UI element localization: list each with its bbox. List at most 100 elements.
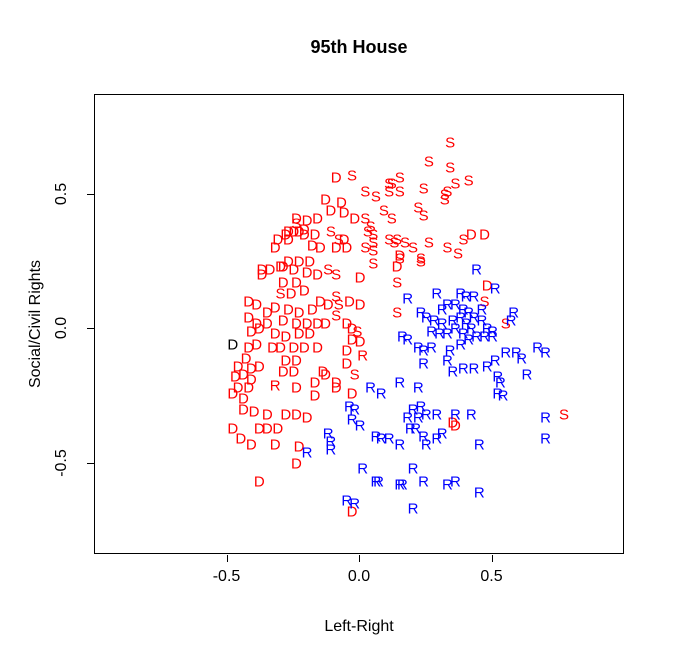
- data-point-S-red: S: [423, 153, 434, 171]
- data-point-D-red: D: [253, 420, 265, 438]
- data-point-R-blue: R: [415, 304, 427, 322]
- data-point-S-red: S: [362, 223, 373, 241]
- data-point-D-red: D: [325, 202, 337, 220]
- data-point-R-blue: R: [468, 360, 480, 378]
- data-point-S-red: S: [331, 307, 342, 325]
- data-point-R-blue: R: [455, 336, 467, 354]
- data-point-R-blue: R: [420, 436, 432, 454]
- data-point-S-red: S: [368, 255, 379, 273]
- data-point-S-red: S: [445, 159, 456, 177]
- data-point-D-red: D: [267, 339, 278, 357]
- data-point-S-red: S: [360, 183, 371, 201]
- data-point-D-red: D: [330, 379, 342, 397]
- data-point-D-red: D: [481, 277, 493, 295]
- data-point-D-red: D: [256, 261, 268, 279]
- data-point-D-red: D: [293, 223, 305, 241]
- data-point-R-blue: R: [407, 460, 419, 478]
- data-point-R-blue: R: [357, 460, 369, 478]
- data-point-D-red: D: [245, 323, 257, 341]
- data-point-R-blue: R: [479, 328, 490, 346]
- data-point-S-red: S: [442, 183, 453, 201]
- data-point-R-blue: R: [487, 323, 498, 341]
- data-point-D-red: D: [283, 301, 294, 319]
- data-point-R-blue: R: [540, 409, 551, 427]
- data-point-D-red: D: [391, 258, 403, 276]
- data-point-D-red: D: [309, 387, 321, 405]
- data-point-R-blue: R: [431, 406, 443, 424]
- data-point-R-blue: R: [460, 315, 472, 333]
- data-point-D-red: D: [301, 409, 313, 427]
- data-point-D-red: D: [354, 333, 366, 351]
- data-point-D-red: D: [264, 261, 276, 279]
- data-point-R-blue: R: [489, 280, 501, 298]
- data-point-D-red: D: [298, 282, 310, 300]
- data-point-D-red: D: [290, 352, 302, 370]
- data-point-D-red: D: [253, 473, 265, 491]
- data-point-R-blue: R: [436, 315, 448, 333]
- data-point-D-red: D: [245, 436, 257, 454]
- data-point-D-red: D: [354, 296, 366, 314]
- data-point-R-red: R: [269, 377, 281, 395]
- data-point-S-red: S: [368, 234, 379, 252]
- data-point-S-red: S: [392, 274, 403, 292]
- data-point-S-red: S: [413, 199, 424, 217]
- data-point-R-blue: R: [468, 309, 480, 327]
- data-point-R-blue: R: [455, 285, 467, 303]
- data-point-R-blue: R: [476, 301, 488, 319]
- data-point-S-red: S: [400, 234, 411, 252]
- data-point-D-red: D: [301, 315, 313, 333]
- data-point-D-red: D: [269, 325, 281, 343]
- data-point-R-blue: R: [473, 484, 485, 502]
- data-point-D-red: D: [290, 274, 302, 292]
- data-point-D-red: D: [293, 253, 305, 271]
- data-point-R-blue: R: [436, 301, 448, 319]
- data-point-S-red: S: [365, 218, 376, 236]
- data-point-D-red: D: [343, 293, 355, 311]
- data-point-D-red: D: [275, 258, 286, 276]
- x-axis-tick-mark: [226, 555, 228, 562]
- data-point-D-red: D: [261, 406, 273, 424]
- data-point-R-blue: R: [471, 261, 483, 279]
- data-point-D-red: D: [479, 226, 490, 244]
- data-point-R-blue: R: [418, 355, 430, 373]
- data-point-D-red: D: [301, 212, 313, 230]
- data-point-D-red: D: [251, 315, 263, 333]
- data-point-D-red: D: [240, 350, 252, 368]
- data-point-S-red: S: [445, 134, 456, 152]
- x-axis-tick-mark: [491, 555, 493, 562]
- data-point-R-blue: R: [343, 398, 355, 416]
- data-point-D-red: D: [283, 253, 294, 271]
- data-point-R-blue: R: [404, 420, 416, 438]
- data-point-R-blue: R: [468, 288, 480, 306]
- data-point-D-red: D: [312, 210, 324, 228]
- data-point-R-blue: R: [394, 476, 406, 494]
- data-point-R-blue: R: [412, 409, 424, 427]
- data-point-D-red: D: [336, 194, 347, 212]
- data-point-D-red: D: [288, 223, 300, 241]
- data-point-S-red: S: [500, 315, 511, 333]
- data-point-R-blue: R: [463, 304, 475, 322]
- data-point-S-red: S: [407, 239, 419, 257]
- data-point-R-blue: R: [396, 476, 408, 494]
- data-point-D-red: D: [269, 239, 281, 257]
- data-point-D-red: D: [293, 304, 305, 322]
- data-point-R-blue: R: [510, 344, 522, 362]
- data-point-R-blue: R: [447, 312, 459, 330]
- data-point-D-red: D: [346, 320, 358, 338]
- data-point-R-blue: R: [415, 398, 427, 416]
- data-point-S-red: S: [370, 188, 381, 206]
- data-point-D-red: D: [290, 210, 302, 228]
- data-point-S-red: S: [450, 175, 461, 193]
- data-point-S-red: S: [384, 231, 395, 249]
- y-axis-tick-label: 0.0: [53, 316, 70, 340]
- data-point-D-red: D: [237, 401, 249, 419]
- data-point-D-red: D: [349, 210, 361, 228]
- data-point-R-blue: R: [341, 492, 353, 510]
- data-point-R-blue: R: [465, 320, 477, 338]
- data-point-D-red: D: [245, 371, 257, 389]
- data-point-D-red: D: [280, 406, 292, 424]
- data-point-D-red: D: [341, 239, 353, 257]
- data-point-D-red: D: [256, 266, 268, 284]
- data-point-R-blue: R: [346, 411, 358, 429]
